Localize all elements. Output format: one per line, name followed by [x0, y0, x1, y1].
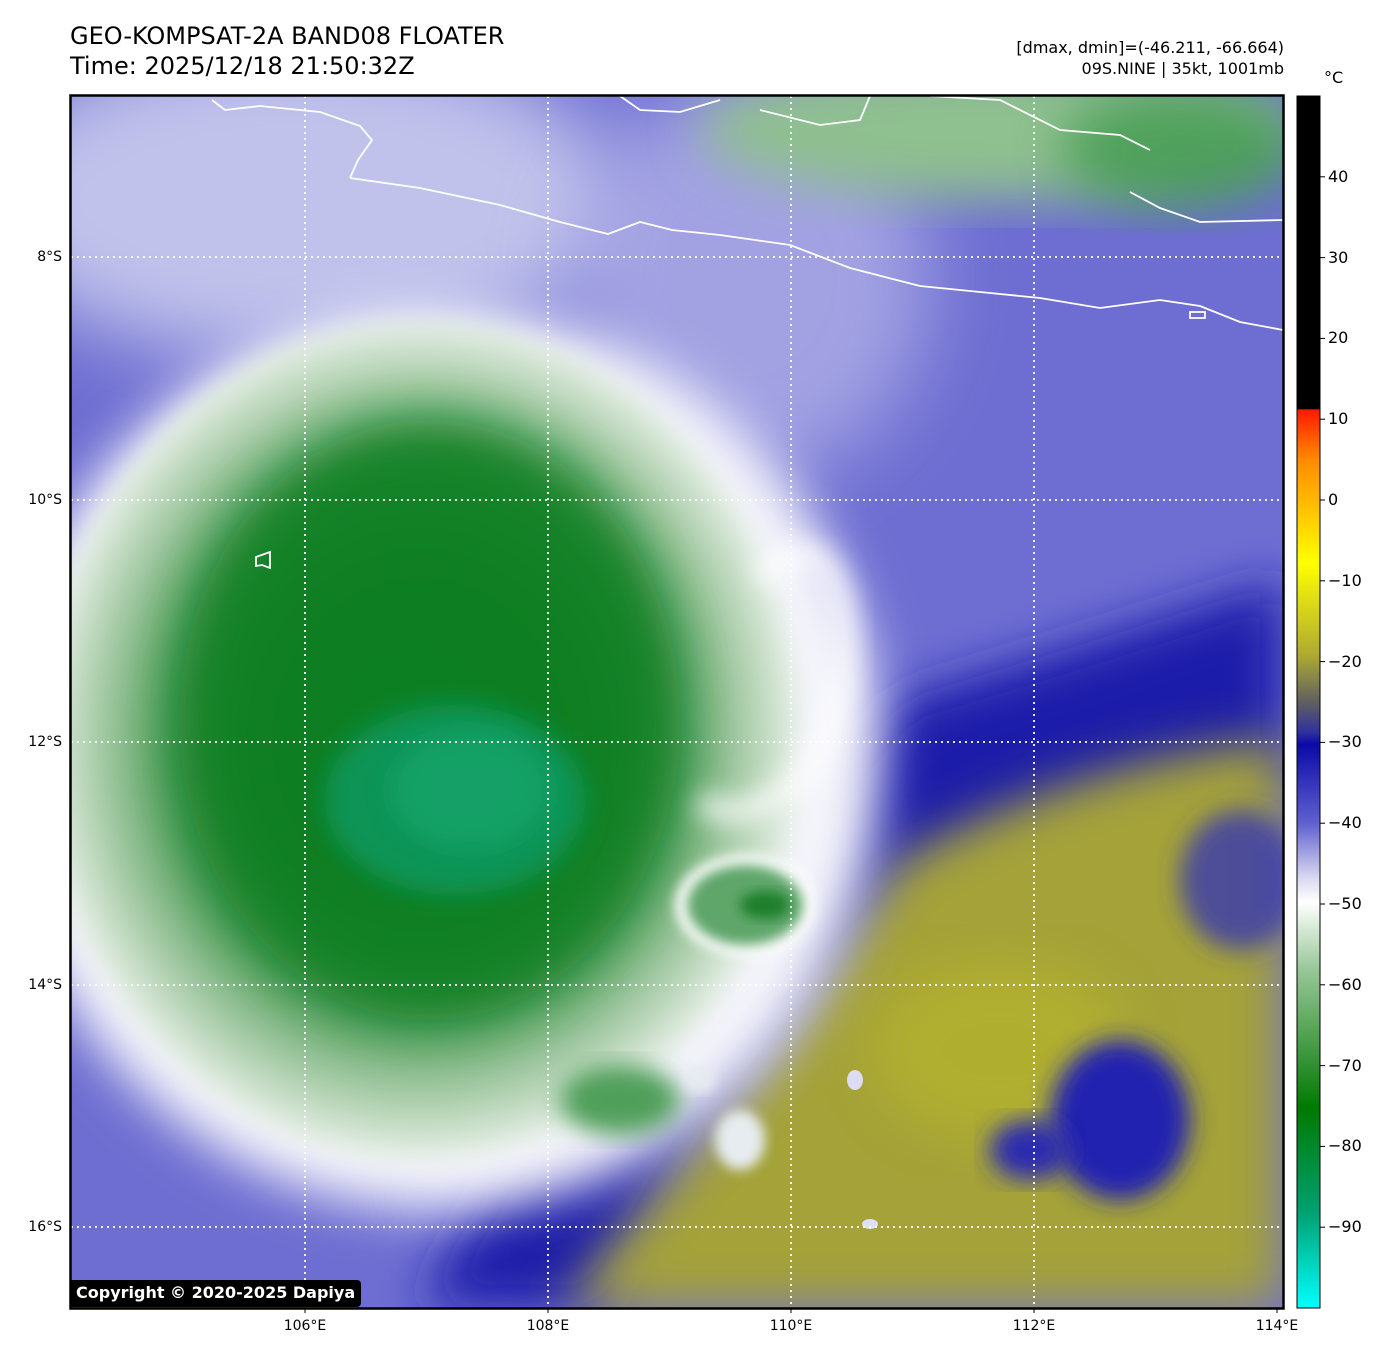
colorbar-tick-label: −80 [1328, 1136, 1362, 1156]
colorbar [1297, 96, 1320, 1308]
colorbar-tick-label: −40 [1328, 813, 1362, 833]
copyright-badge: Copyright © 2020-2025 Dapiya [70, 1280, 362, 1307]
lat-label-16s: 16°S [28, 1219, 62, 1235]
map-title: GEO-KOMPSAT-2A BAND08 FLOATER [70, 22, 505, 50]
colorbar-frame [1296, 95, 1321, 1309]
colorbar-tick-label: −30 [1328, 732, 1362, 752]
colorbar-tick-label: −60 [1328, 974, 1362, 994]
colorbar-unit: °C [1324, 68, 1344, 87]
colorbar-tick-label: 10 [1328, 409, 1349, 429]
lat-label-14s: 14°S [28, 977, 62, 993]
lon-label-106e: 106°E [283, 1318, 327, 1334]
lon-label-114e: 114°E [1255, 1318, 1299, 1334]
map-time: Time: 2025/12/18 21:50:32Z [70, 52, 415, 80]
data-range-text: [dmax, dmin]=(-46.211, -66.664) [1016, 38, 1284, 57]
lat-label-12s: 12°S [28, 734, 62, 750]
colorbar-tick-label: 30 [1328, 247, 1349, 267]
coastline-overlay [211, 96, 1283, 570]
lon-label-110e: 110°E [769, 1318, 813, 1334]
colorbar-tick-label: −50 [1328, 894, 1362, 913]
lat-label-10s: 10°S [28, 492, 62, 508]
map-tick-marks [304, 1308, 1278, 1313]
map-frame [69, 94, 1285, 1310]
colorbar-tick-label: −70 [1328, 1055, 1362, 1075]
lat-label-8s: 8°S [37, 249, 62, 265]
colorbar-tick-label: 0 [1328, 490, 1339, 509]
colorbar-tick-label: −90 [1328, 1217, 1362, 1237]
map-gridlines [71, 96, 1283, 1308]
colorbar-tick-label: 40 [1328, 166, 1349, 186]
colorbar-tick-label: −10 [1328, 570, 1362, 590]
colorbar-tick-label: 20 [1328, 328, 1349, 348]
satellite-imagery [71, 96, 1283, 1308]
lon-label-108e: 108°E [526, 1318, 570, 1334]
lon-label-112e: 112°E [1012, 1318, 1056, 1334]
colorbar-tick-marks [1320, 176, 1325, 1228]
storm-info-text: 09S.NINE | 35kt, 1001mb [1081, 59, 1284, 78]
colorbar-tick-label: −20 [1328, 651, 1362, 671]
